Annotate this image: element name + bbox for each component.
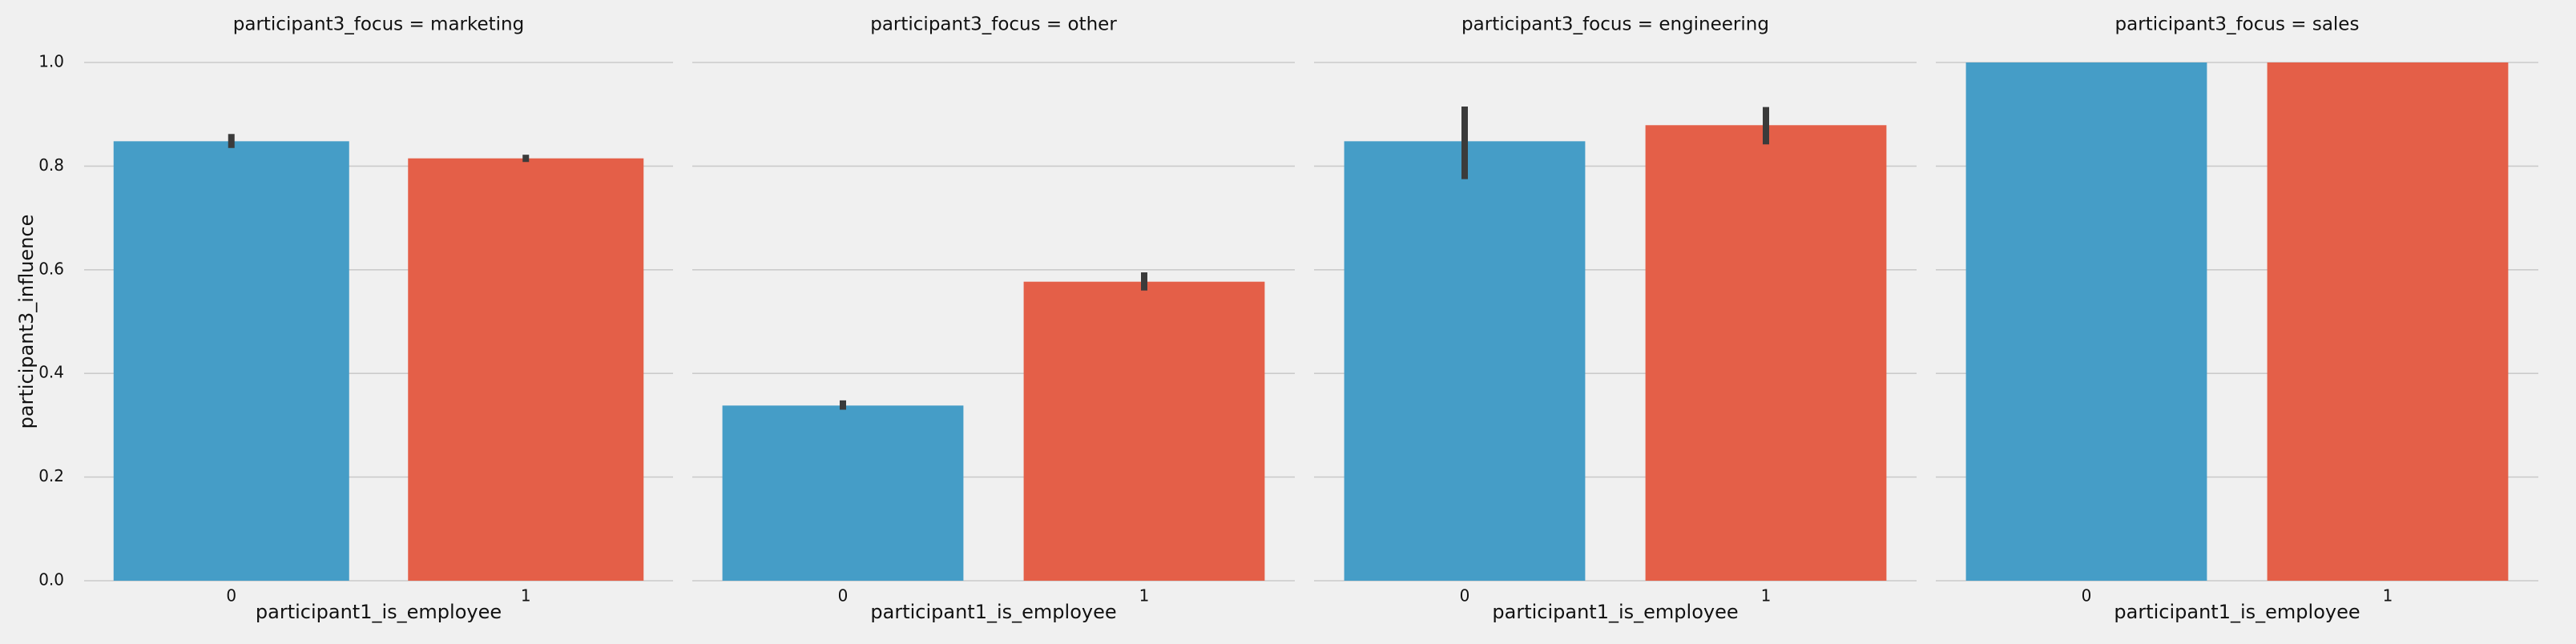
y-axis-label: participant3_influence [15,215,38,429]
y-tick-label: 1.0 [38,52,64,71]
x-tick-label: 1 [521,586,531,606]
x-axis-label: participant1_is_employee [256,601,502,623]
x-tick-label: 0 [226,586,236,606]
bar-1-0 [722,405,964,581]
bar-2-1 [1645,125,1887,582]
bar-0-0 [113,141,349,581]
x-axis-label: participant1_is_employee [1492,601,1738,623]
facet-title: participant3_focus = sales [2115,14,2360,35]
x-tick-label: 1 [2383,586,2393,606]
y-tick-label: 0.6 [38,259,64,278]
bar-3-1 [2267,62,2509,581]
x-axis-label: participant1_is_employee [2114,601,2360,623]
bar-1-1 [1023,281,1265,581]
y-tick-label: 0.4 [38,363,64,382]
y-tick-label: 0.2 [38,466,64,485]
facet-title: participant3_focus = other [870,14,1117,35]
x-tick-label: 1 [1139,586,1150,606]
x-tick-label: 0 [2082,586,2092,606]
facet-title: participant3_focus = engineering [1461,14,1769,35]
x-tick-label: 0 [1460,586,1470,606]
x-axis-label: participant1_is_employee [870,601,1116,623]
bar-2-0 [1344,141,1586,581]
y-tick-label: 0.0 [38,570,64,590]
x-tick-label: 1 [1761,586,1772,606]
bar-3-0 [1965,62,2207,581]
facet-title: participant3_focus = marketing [233,14,524,35]
bar-0-1 [408,158,644,581]
x-tick-label: 0 [838,586,849,606]
y-tick-label: 0.8 [38,155,64,175]
